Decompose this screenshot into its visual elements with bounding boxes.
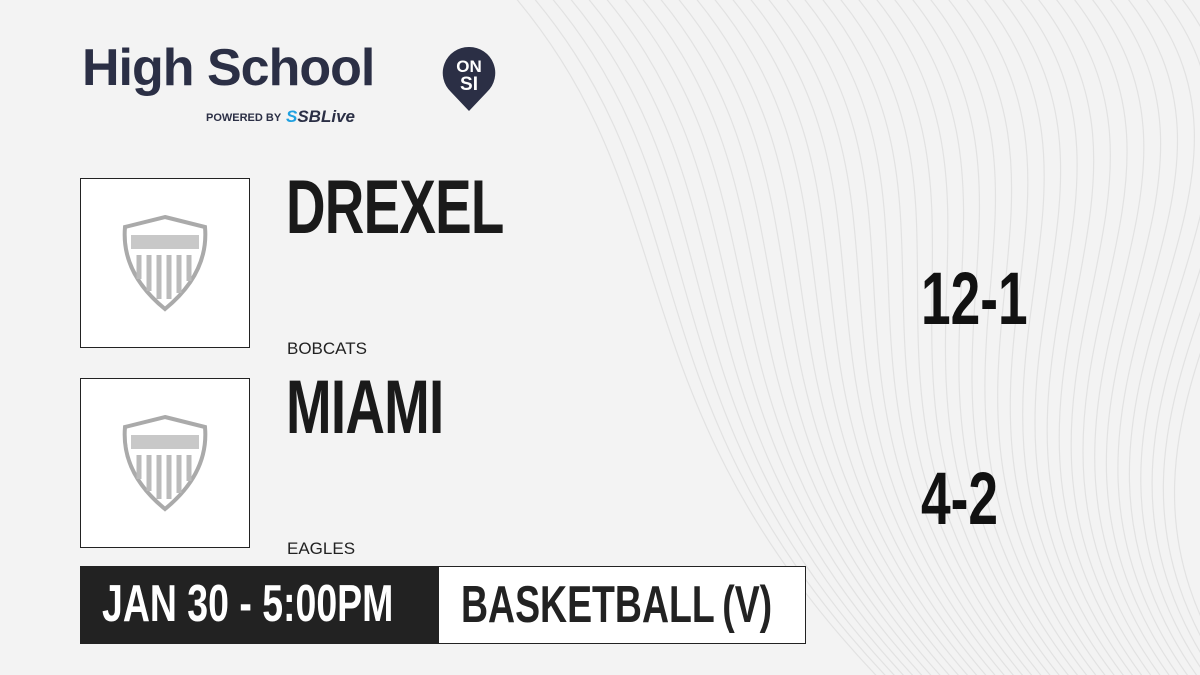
team-record: 4-2 — [921, 457, 999, 540]
team-name: MIAMI — [286, 365, 444, 450]
team-mascot: EAGLES — [287, 539, 356, 558]
shield-icon — [122, 214, 208, 312]
team-mascot: BOBCATS — [287, 339, 367, 358]
sblive-logo: SSBLive — [286, 107, 355, 126]
powered-by-label: POWERED BY — [206, 112, 282, 124]
team-logo-box — [80, 178, 250, 348]
team-name: DREXEL — [286, 165, 504, 250]
team-record: 12-1 — [921, 257, 1028, 340]
sport-label: BASKETBALL (V) — [461, 576, 773, 634]
svg-text:ON: ON — [456, 57, 482, 76]
on-si-pin-logo: ON SI — [442, 46, 496, 112]
svg-text:SI: SI — [460, 74, 478, 95]
game-datetime: JAN 30 - 5:00PM — [102, 575, 394, 633]
brand-title: High School — [82, 39, 375, 97]
sport-panel: BASKETBALL (V) — [438, 566, 806, 644]
game-datetime-panel: JAN 30 - 5:00PM — [80, 566, 438, 644]
team-logo-box — [80, 378, 250, 548]
shield-icon — [122, 414, 208, 512]
